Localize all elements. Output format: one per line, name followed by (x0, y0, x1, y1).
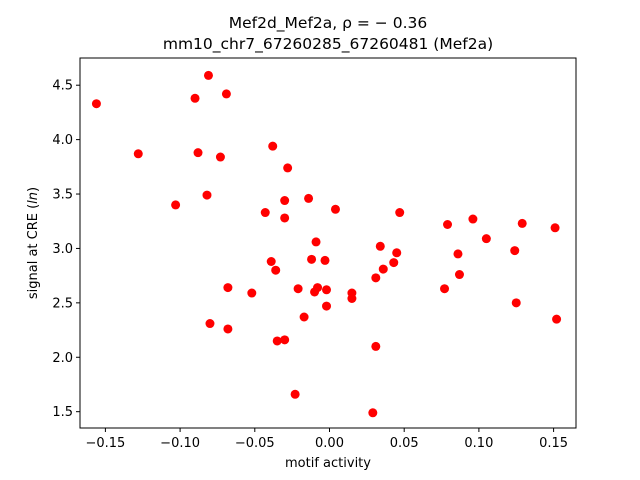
plot-frame (79, 57, 577, 429)
x-axis-ticks: −0.15 −0.10 −0.05 0.00 0.05 0.10 0.15 (85, 428, 568, 451)
x-tick-label: −0.10 (160, 436, 200, 451)
scatter-point (347, 294, 357, 303)
chart-title-line1: Mef2d_Mef2a, ρ = − 0.36 (229, 14, 428, 33)
scatter-point (510, 246, 520, 256)
x-tick-label: 0.10 (464, 436, 493, 451)
y-tick-label: 2.0 (52, 351, 73, 366)
scatter-point (322, 285, 332, 295)
scatter-point (322, 301, 332, 311)
scatter-point (280, 213, 290, 223)
scatter-point (247, 288, 257, 298)
scatter-point (511, 298, 521, 308)
scatter-point (304, 193, 314, 203)
scatter-point (223, 324, 233, 334)
scatter-point (552, 314, 562, 324)
scatter-point (271, 265, 281, 275)
scatter-point (330, 204, 340, 214)
scatter-point (272, 336, 282, 346)
x-tick-label: −0.05 (235, 436, 275, 451)
scatter-point (481, 234, 491, 244)
scatter-point (320, 255, 330, 265)
scatter-point (223, 283, 233, 293)
scatter-point (221, 89, 231, 99)
x-tick-label: 0.05 (390, 436, 419, 451)
scatter-point (293, 284, 303, 294)
scatter-point (517, 218, 527, 228)
data-points (91, 70, 562, 418)
scatter-point (290, 389, 300, 399)
y-tick-label: 3.5 (52, 188, 73, 203)
scatter-point (202, 190, 212, 200)
y-tick-label: 1.5 (52, 405, 73, 420)
y-tick-label: 4.0 (52, 133, 73, 148)
scatter-point (395, 208, 405, 218)
scatter-point (453, 249, 463, 259)
scatter-point (378, 264, 388, 274)
scatter-point (260, 208, 270, 218)
scatter-point (550, 223, 560, 233)
x-tick-label: 0.00 (315, 436, 344, 451)
scatter-point (215, 152, 225, 162)
scatter-point (313, 283, 323, 293)
scatter-point (454, 270, 464, 280)
y-axis-label: signal at CRE (ln) (26, 187, 41, 299)
y-tick-label: 2.5 (52, 296, 73, 311)
scatter-point (280, 335, 290, 345)
scatter-point (468, 214, 478, 224)
x-tick-label: −0.15 (85, 436, 125, 451)
x-tick-label: 0.15 (539, 436, 568, 451)
scatter-point (133, 149, 143, 159)
scatter-point (203, 70, 213, 80)
scatter-point (190, 93, 200, 103)
chart-title-line2: mm10_chr7_67260285_67260481 (Mef2a) (163, 35, 493, 54)
scatter-point (280, 196, 290, 206)
scatter-point (299, 312, 309, 322)
scatter-point (375, 241, 385, 251)
scatter-point (283, 163, 293, 173)
y-tick-label: 3.0 (52, 242, 73, 257)
scatter-point (171, 200, 181, 210)
scatter-point (311, 237, 321, 247)
scatter-point (443, 220, 453, 229)
scatter-point (307, 254, 317, 264)
scatter-point (368, 408, 378, 418)
scatter-point (392, 248, 402, 258)
scatter-point (440, 284, 450, 294)
scatter-point (371, 341, 381, 351)
x-axis-label: motif activity (285, 456, 371, 471)
scatter-point (371, 273, 381, 283)
y-axis-ticks: 1.5 2.0 2.5 3.0 3.5 4.0 4.5 (52, 79, 80, 420)
y-tick-label: 4.5 (52, 79, 73, 94)
scatter-point (91, 99, 101, 109)
scatter-point (266, 257, 276, 266)
scatter-point (193, 148, 203, 158)
scatter-point (389, 258, 399, 268)
scatter-point (205, 319, 215, 329)
scatter-point (268, 141, 278, 151)
